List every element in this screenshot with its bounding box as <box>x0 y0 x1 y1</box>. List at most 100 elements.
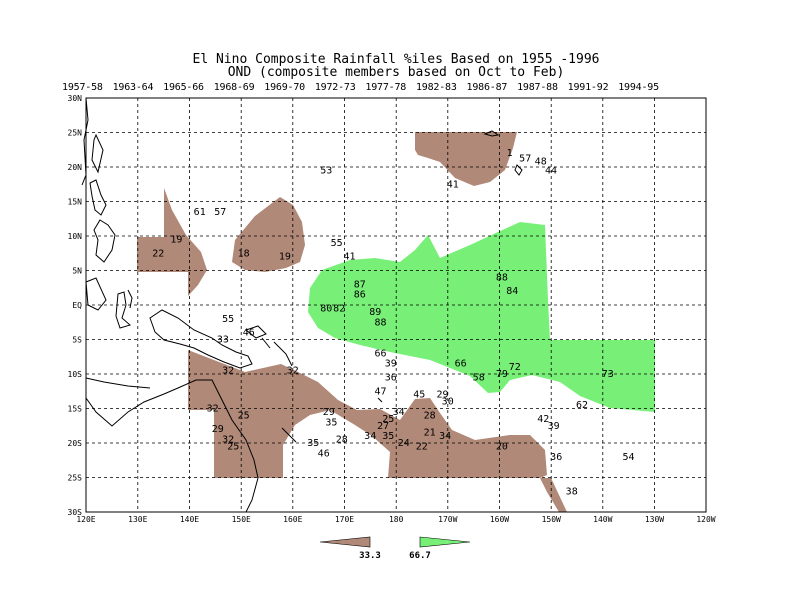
station-value: 86 <box>354 290 366 301</box>
coast-taiwan <box>91 133 104 174</box>
station-value: 27 <box>377 421 389 432</box>
dry-region-hawaii <box>415 132 517 186</box>
station-value: 58 <box>473 373 485 384</box>
dry-region-south-pacific <box>188 350 547 478</box>
station-value: 24 <box>398 438 410 449</box>
station-value: 25 <box>382 414 394 425</box>
lat-label: 20N <box>68 163 83 172</box>
lat-axis-labels: 30N 25N 20N 15N 10N 5N EQ 5S 10S 15S 20S… <box>68 94 83 517</box>
station-value: 32 <box>222 435 234 446</box>
station-value: 33 <box>217 335 229 346</box>
station-value: 19 <box>170 235 182 246</box>
station-value: 45 <box>413 390 425 401</box>
station-value: 22 <box>152 248 164 259</box>
station-value: 28 <box>336 435 348 446</box>
station-value: 32 <box>287 366 299 377</box>
station-value: 34 <box>364 431 376 442</box>
station-value: 39 <box>385 359 397 370</box>
station-value: 35 <box>325 417 337 428</box>
lon-axis-labels: 120E 130E 140E 150E 160E 170E 180 170W 1… <box>76 515 715 524</box>
dry-region-micronesia <box>232 197 305 272</box>
legend-dry-swatch <box>319 536 371 548</box>
station-value: 39 <box>548 421 560 432</box>
station-value: 46 <box>318 448 330 459</box>
lat-label: 15N <box>68 198 83 207</box>
coast-new-britain <box>244 325 267 339</box>
lon-label: 170E <box>335 515 354 524</box>
station-value: 79 <box>496 369 508 380</box>
station-value: 87 <box>354 279 366 290</box>
station-value: 42 <box>537 414 549 425</box>
station-value: 22 <box>416 441 428 452</box>
lat-label: 5N <box>72 267 82 276</box>
grid <box>86 98 706 512</box>
lon-label: 130W <box>645 515 664 524</box>
station-value: 36 <box>550 452 562 463</box>
station-value: 19 <box>279 252 291 263</box>
station-value: 62 <box>576 400 588 411</box>
station-value: 36 <box>385 373 397 384</box>
station-value: 57 <box>519 154 531 165</box>
station-value: 61 <box>194 207 206 218</box>
station-value: 55 <box>222 314 234 325</box>
coast-luzon <box>89 179 107 216</box>
lon-label: 150E <box>232 515 251 524</box>
lat-label: 15S <box>68 405 83 414</box>
station-value: 35 <box>382 431 394 442</box>
legend-high-label: 66.7 <box>409 551 431 561</box>
station-value: 29 <box>323 407 335 418</box>
color-legend: 33.3 66.7 <box>319 536 471 561</box>
station-value: 21 <box>424 428 436 439</box>
map-title: El Nino Composite Rainfall %iles Based o… <box>192 52 600 67</box>
lon-label: 140E <box>180 515 199 524</box>
station-value: 41 <box>447 179 459 190</box>
lon-label: 150W <box>542 515 561 524</box>
lat-label: 10S <box>68 370 83 379</box>
station-value: 73 <box>602 369 614 380</box>
station-value: 32 <box>207 404 219 415</box>
station-value: 1 <box>507 148 513 159</box>
station-value: 29 <box>436 390 448 401</box>
station-value: 38 <box>566 486 578 497</box>
coast-sulawesi <box>115 291 132 329</box>
station-value: 18 <box>238 248 250 259</box>
coastlines <box>81 97 523 513</box>
station-value: 46 <box>243 328 255 339</box>
station-value: 82 <box>333 303 345 314</box>
station-value: 88 <box>374 317 386 328</box>
axis-labels: 120E 130E 140E 150E 160E 170E 180 170W 1… <box>68 94 716 524</box>
legend-low-label: 33.3 <box>359 551 381 561</box>
lon-label: 160W <box>490 515 509 524</box>
lon-label: 170W <box>438 515 457 524</box>
station-value: 88 <box>496 272 508 283</box>
coast-asia-mainland <box>81 97 89 186</box>
lon-label: 120W <box>696 515 715 524</box>
lat-label: 25S <box>68 474 83 483</box>
lat-label: 30N <box>68 94 83 103</box>
lat-label: 30S <box>68 508 83 517</box>
coast-borneo <box>85 277 107 311</box>
wet-region-central-pacific <box>308 222 655 412</box>
station-value: 47 <box>374 386 386 397</box>
station-value: 28 <box>424 410 436 421</box>
lon-label: 140W <box>593 515 612 524</box>
coast-new-caledonia <box>281 427 297 443</box>
coast-java-timor <box>85 377 151 389</box>
station-value: 80 <box>320 303 332 314</box>
lon-label: 180 <box>389 515 404 524</box>
station-value: 57 <box>214 207 226 218</box>
station-value: 53 <box>320 165 332 176</box>
station-value: 55 <box>331 238 343 249</box>
lat-label: EQ <box>72 301 82 310</box>
station-value: 20 <box>496 441 508 452</box>
station-value: 29 <box>212 424 224 435</box>
dry-region-southeast-corner <box>540 478 567 512</box>
lat-label: 20S <box>68 439 83 448</box>
station-value: 66 <box>455 359 467 370</box>
lon-label: 120E <box>76 515 95 524</box>
coast-australia <box>85 379 259 513</box>
station-value: 84 <box>506 286 518 297</box>
station-value: 30 <box>442 397 454 408</box>
